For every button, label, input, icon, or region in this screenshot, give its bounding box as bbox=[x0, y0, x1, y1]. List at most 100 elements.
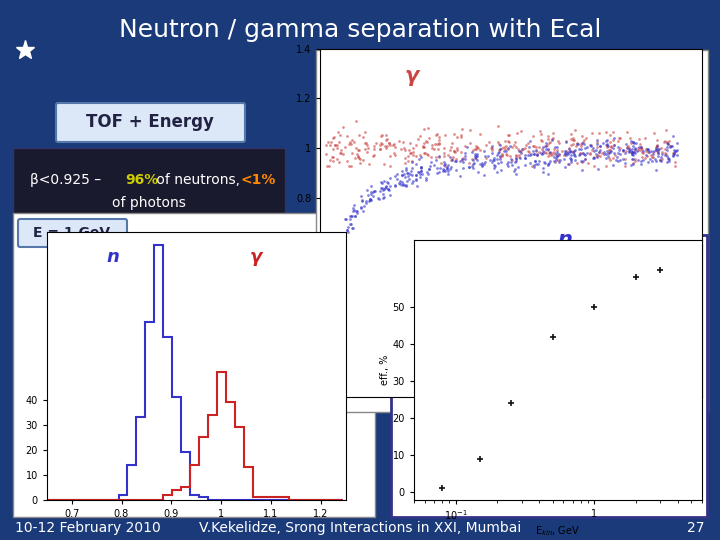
Point bbox=[629, 157, 641, 165]
Point bbox=[456, 131, 467, 139]
Point bbox=[615, 150, 626, 158]
Point bbox=[431, 163, 443, 172]
Point bbox=[620, 140, 631, 149]
Point bbox=[433, 133, 445, 141]
Point bbox=[333, 238, 344, 247]
Point bbox=[402, 171, 414, 180]
Point bbox=[472, 167, 484, 176]
Point bbox=[552, 156, 564, 165]
Point bbox=[407, 176, 418, 185]
Point bbox=[632, 146, 644, 154]
Point bbox=[365, 187, 377, 196]
Point bbox=[454, 172, 466, 180]
Point bbox=[418, 125, 430, 133]
Point bbox=[361, 186, 373, 194]
Point bbox=[530, 157, 541, 165]
Point bbox=[437, 167, 449, 176]
Point bbox=[626, 161, 637, 170]
Point bbox=[564, 147, 575, 156]
Point bbox=[588, 153, 599, 162]
Point bbox=[590, 146, 602, 154]
Point bbox=[528, 150, 540, 159]
Point bbox=[486, 144, 498, 152]
Point bbox=[580, 155, 591, 164]
Point bbox=[637, 156, 649, 164]
Point bbox=[587, 144, 598, 152]
Point bbox=[406, 157, 418, 166]
Point bbox=[403, 146, 415, 154]
Point bbox=[593, 148, 605, 157]
Point bbox=[415, 152, 427, 161]
Point bbox=[459, 142, 471, 151]
FancyBboxPatch shape bbox=[452, 436, 700, 478]
Point bbox=[444, 152, 456, 161]
Point bbox=[629, 145, 641, 154]
Point bbox=[500, 150, 511, 158]
Point bbox=[425, 158, 436, 166]
Point bbox=[377, 184, 388, 193]
Point bbox=[377, 131, 388, 139]
Point bbox=[588, 153, 599, 162]
Text: <1%: <1% bbox=[241, 173, 276, 187]
Point bbox=[626, 150, 638, 158]
Point bbox=[591, 152, 603, 160]
Point bbox=[492, 137, 503, 146]
Point bbox=[608, 136, 619, 144]
Point bbox=[360, 144, 372, 153]
Point bbox=[410, 174, 422, 183]
Point bbox=[605, 138, 616, 146]
Point bbox=[420, 174, 432, 183]
Point bbox=[554, 156, 565, 164]
Point bbox=[508, 141, 520, 150]
Point bbox=[381, 178, 392, 186]
Point bbox=[629, 145, 641, 154]
Point bbox=[588, 146, 599, 155]
Point bbox=[655, 144, 667, 152]
Point bbox=[546, 149, 557, 158]
Point bbox=[612, 136, 624, 145]
Point bbox=[660, 151, 671, 160]
Point bbox=[595, 152, 606, 160]
Point bbox=[400, 163, 412, 172]
Point bbox=[663, 155, 675, 164]
Point bbox=[572, 140, 583, 149]
Point bbox=[470, 141, 482, 150]
Point bbox=[327, 145, 338, 154]
Point bbox=[384, 181, 396, 190]
Point bbox=[627, 138, 639, 146]
Point bbox=[431, 140, 443, 149]
Point bbox=[471, 152, 482, 161]
Point bbox=[569, 151, 580, 159]
Point bbox=[346, 212, 357, 220]
Point bbox=[495, 166, 507, 174]
Point bbox=[602, 147, 613, 156]
Point bbox=[360, 199, 372, 208]
Point bbox=[552, 152, 563, 161]
Point bbox=[415, 166, 427, 175]
Point bbox=[330, 259, 342, 267]
Point bbox=[469, 154, 481, 163]
Point bbox=[558, 150, 570, 159]
Point bbox=[381, 182, 392, 191]
Point bbox=[543, 134, 554, 143]
Point bbox=[482, 152, 494, 160]
Point bbox=[410, 170, 422, 179]
Point bbox=[565, 129, 577, 138]
Point bbox=[397, 180, 408, 188]
Point bbox=[411, 182, 423, 191]
Point bbox=[502, 144, 513, 153]
Point bbox=[330, 256, 341, 265]
Point bbox=[544, 149, 555, 158]
Point bbox=[531, 150, 542, 158]
Point bbox=[436, 159, 447, 167]
Point bbox=[598, 147, 610, 156]
Point bbox=[575, 141, 587, 150]
Point bbox=[626, 148, 637, 157]
Point bbox=[378, 194, 390, 202]
Point bbox=[351, 117, 362, 126]
Text: γ: γ bbox=[405, 66, 418, 86]
Point bbox=[396, 167, 408, 176]
Point bbox=[570, 156, 581, 165]
Point bbox=[351, 207, 363, 215]
Point bbox=[377, 179, 388, 187]
